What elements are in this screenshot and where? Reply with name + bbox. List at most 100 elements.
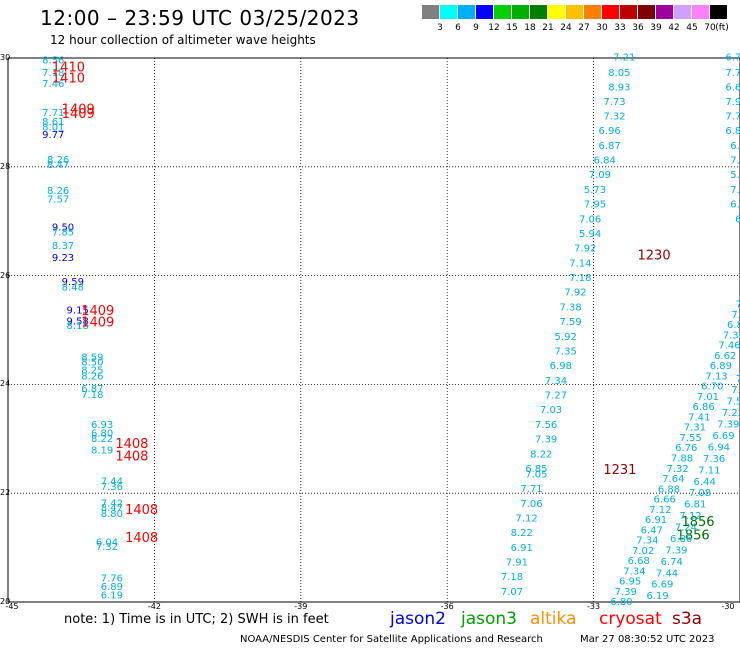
wave-height-label: 7.01: [697, 392, 719, 403]
wave-height-label: 7.12: [649, 505, 671, 516]
wave-height-label: 7.05: [525, 469, 547, 480]
wave-height-label: 7.12: [679, 511, 701, 522]
timestamp-text: Mar 27 08:30:52 UTC 2023: [580, 634, 715, 645]
wave-height-label: 7.92: [564, 288, 586, 299]
y-tick-label: 22: [0, 488, 11, 498]
wave-height-label: 7.32: [96, 542, 118, 553]
wave-height-label: 7.07: [501, 587, 523, 598]
wave-height-label: 7.44: [656, 568, 678, 579]
pass-time-label: 1408: [115, 450, 148, 465]
wave-height-label: 6.71: [730, 200, 740, 211]
wave-height-label: 6.87: [598, 141, 620, 152]
x-tick-label: -45: [5, 602, 19, 611]
wave-height-label: 7.18: [81, 390, 103, 401]
colorbar-swatch: [512, 5, 529, 19]
pass-time-label: 1409: [62, 107, 95, 122]
altimeter-map: 8.56 7.18 7.46 7.71 8.61 8.01 9.77 8.26 8.47 8.26…: [7, 53, 740, 608]
wave-height-label: 9.77: [42, 130, 64, 141]
wave-height-label: 6.66: [654, 495, 676, 506]
wave-height-label: 7.44: [101, 476, 123, 487]
pass-time-label: 1410: [52, 71, 85, 86]
wave-height-label: 6.80: [730, 141, 740, 152]
page-subtitle: 12 hour collection of altimeter wave hei…: [50, 33, 316, 47]
y-tick-label: 26: [0, 270, 11, 280]
pass-time-label: 1856: [681, 515, 714, 530]
wave-height-label: 8.93: [608, 83, 630, 94]
wave-height-label: 7.92: [574, 244, 596, 255]
wave-height-label: 6.87: [81, 384, 103, 395]
wave-height-label: 7.41: [688, 412, 710, 423]
wave-height-label: 7.76: [101, 573, 123, 584]
wave-height-label: 7.32: [603, 111, 625, 122]
wave-height-label: 7.11: [698, 465, 720, 476]
wave-height-label: 6.85: [525, 464, 547, 475]
wave-height-label: 8.22: [511, 528, 533, 539]
wave-height-label: 7.38: [559, 302, 581, 313]
wave-height-label: 6.68: [628, 556, 650, 567]
wave-height-label: 9.58: [67, 317, 89, 328]
wave-height-label: 7.64: [662, 474, 684, 485]
wave-height-label: 7.24: [675, 523, 697, 534]
wave-height-label: 7.62: [731, 385, 740, 396]
wave-height-label: 7.71: [42, 108, 64, 119]
wave-height-label: 6.81: [727, 320, 740, 331]
wave-height-label: 7.76: [725, 68, 740, 79]
wave-height-label: 8.26: [81, 372, 103, 383]
wave-height-label: 7.27: [545, 391, 567, 402]
wave-height-label: 7.73: [731, 310, 740, 321]
wave-height-label: 7.46: [42, 79, 64, 90]
wave-height-label: 7.39: [717, 420, 739, 431]
wave-height-label: 8.59: [81, 352, 103, 363]
y-tick-label: 20: [0, 597, 11, 606]
colorbar-label: 30: [596, 23, 608, 33]
wave-height-label: 8.22: [91, 434, 113, 445]
wave-height-label: 7.39: [535, 435, 557, 446]
colorbar-label: 12: [488, 23, 500, 33]
wave-height-label: 8.50: [81, 357, 103, 368]
map-canvas: 8.567.187.467.718.618.019.778.268.478.26…: [7, 53, 740, 608]
colorbar-label: 6: [455, 23, 461, 33]
wave-height-label: 8.25: [81, 366, 103, 377]
wave-height-label: 7.18: [501, 572, 523, 583]
wave-height-label: 7.18: [42, 68, 64, 79]
wave-height-label: 7.08: [689, 488, 711, 499]
wave-height-label: 6.19: [646, 591, 668, 602]
wave-height-label: 6.79: [725, 53, 740, 64]
wave-height-label: 9.23: [52, 253, 74, 264]
wave-height-label: 7.39: [665, 545, 687, 556]
wave-height-label: 6.89: [101, 582, 123, 593]
x-tick-label: -33: [587, 602, 601, 611]
wave-height-label: 6.96: [598, 126, 620, 137]
wave-height-label: 6.80: [610, 597, 632, 608]
x-tick-label: -39: [294, 602, 308, 611]
colorbar-swatch: [638, 5, 655, 19]
wave-height-label: 8.19: [91, 445, 113, 456]
wave-height-label: 7.51: [727, 397, 740, 408]
wave-height-label: 7.46: [718, 341, 740, 352]
wave-height-label: 7.06: [579, 214, 601, 225]
colorbar-swatch: [566, 5, 583, 19]
wave-height-label: 7.95: [584, 200, 606, 211]
wave-height-label: 8.01: [42, 122, 64, 133]
pass-time-label: 1409: [81, 304, 114, 319]
wave-height-label: 6.80: [91, 429, 113, 440]
wave-height-label: 7.39: [615, 587, 637, 598]
wave-height-label: 7.26: [736, 300, 740, 311]
wave-height-label: 6.19: [101, 591, 123, 602]
colorbar-swatch: [602, 5, 619, 19]
wave-height-label: 7.77: [736, 374, 740, 385]
wave-height-label: 6.88: [658, 484, 680, 495]
wave-height-label: 7.27: [730, 156, 740, 167]
x-tick-label: -36: [440, 602, 454, 611]
colorbar-swatch: [476, 5, 493, 19]
wave-height-label: 7.36: [723, 330, 740, 341]
y-tick-label: 30: [0, 53, 11, 62]
wave-height-label: 8.18: [67, 321, 89, 332]
colorbar-label: 45: [686, 23, 698, 33]
colorbar-swatch: [494, 5, 511, 19]
wave-height-label: 7.18: [569, 273, 591, 284]
wave-height-label: 6.76: [675, 443, 697, 454]
wave-height-label: 6.44: [694, 477, 716, 488]
wave-height-label: 6.69: [651, 580, 673, 591]
wave-height-label: 6.81: [684, 500, 706, 511]
